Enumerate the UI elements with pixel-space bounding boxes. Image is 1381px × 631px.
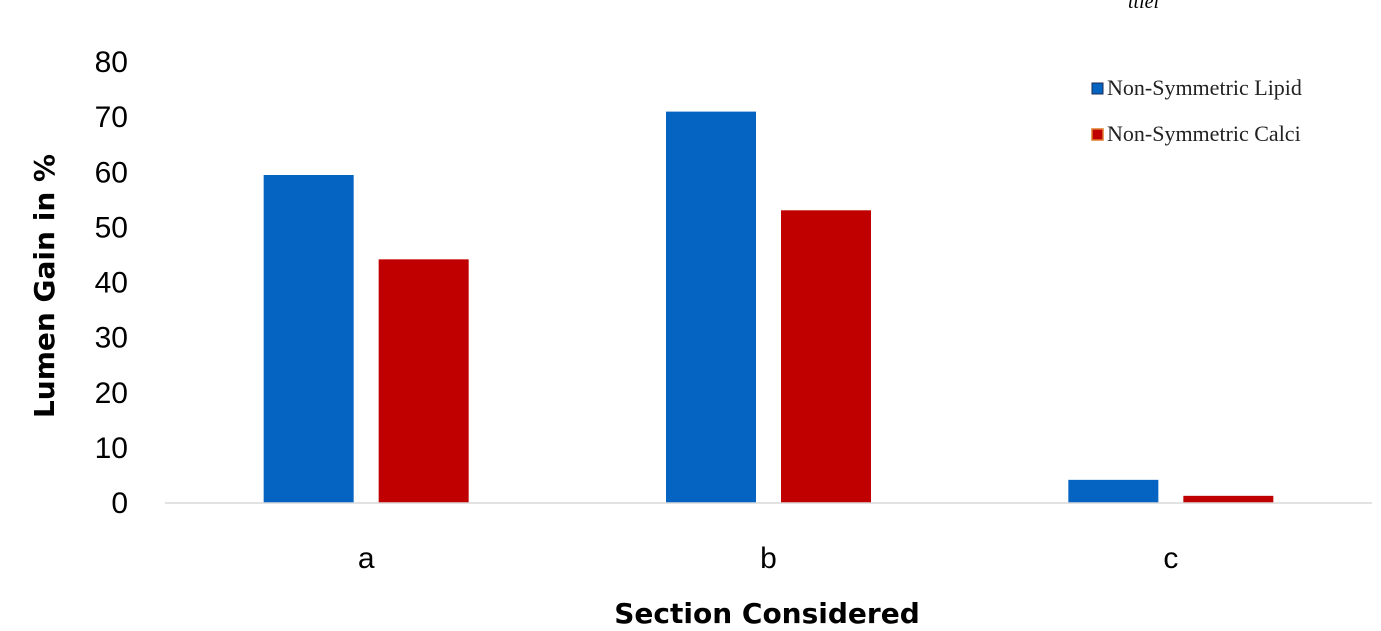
y-tick-label: 20 — [95, 377, 128, 410]
legend-swatch-lipid — [1091, 82, 1104, 95]
bar-c-series-1 — [1068, 479, 1159, 503]
x-axis-ticks: a b c — [358, 542, 1179, 575]
legend: Non-Symmetric Lipid Non-Symmetric Calci — [1091, 75, 1302, 146]
x-axis-title: Section Considered — [614, 597, 920, 630]
x-tick-label: b — [760, 542, 777, 575]
y-tick-label: 0 — [111, 487, 128, 520]
legend-label-calci: Non-Symmetric Calci — [1107, 121, 1301, 146]
y-axis-ticks: 0 10 20 30 40 50 60 70 80 — [95, 46, 128, 520]
bar-a-series-2 — [378, 259, 469, 503]
legend-item-calci: Non-Symmetric Calci — [1091, 121, 1301, 146]
bar-c-series-2 — [1183, 495, 1274, 503]
legend-item-lipid: Non-Symmetric Lipid — [1091, 75, 1302, 100]
y-tick-label: 10 — [95, 432, 128, 465]
legend-swatch-calci — [1091, 128, 1104, 141]
corner-text-fragment: ttlei — [1128, 0, 1159, 13]
bar-a-series-1 — [263, 175, 354, 503]
bar-b-series-1 — [666, 111, 756, 504]
y-tick-label: 50 — [95, 211, 128, 244]
y-tick-label: 30 — [95, 322, 128, 355]
y-tick-label: 70 — [95, 101, 128, 134]
y-tick-label: 60 — [95, 156, 128, 189]
x-tick-label: c — [1163, 542, 1178, 575]
y-tick-label: 40 — [95, 267, 128, 300]
bars-layer — [263, 111, 1274, 504]
bar-b-series-2 — [781, 210, 871, 503]
y-axis-title: Lumen Gain in % — [28, 154, 61, 418]
y-tick-label: 80 — [95, 46, 128, 79]
x-tick-label: a — [358, 542, 375, 575]
legend-label-lipid: Non-Symmetric Lipid — [1107, 75, 1302, 100]
